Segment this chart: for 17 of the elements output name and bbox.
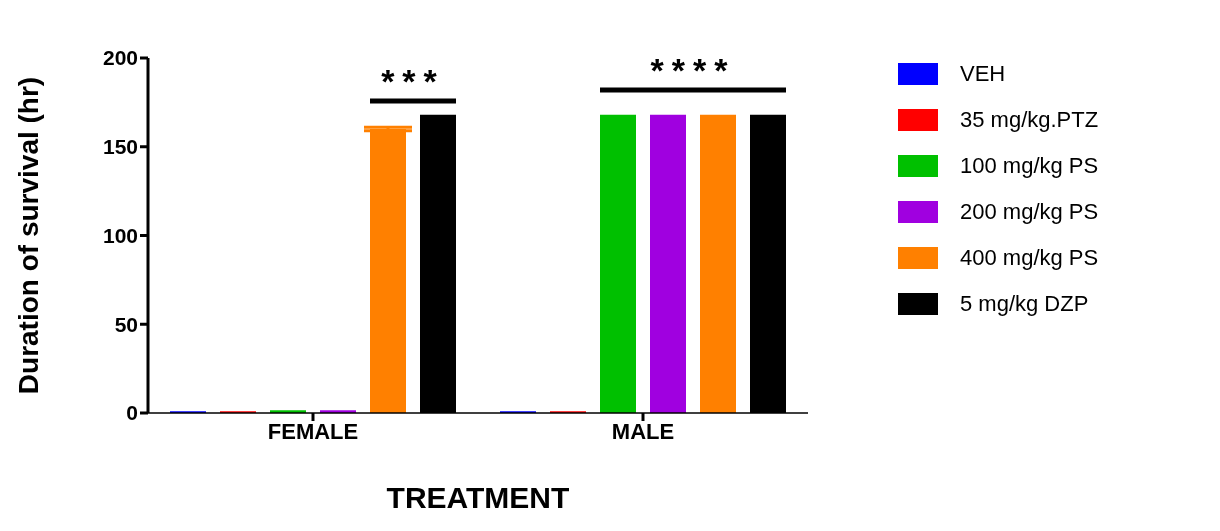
annotation: ***: [381, 62, 445, 100]
x-tick-label: FEMALE: [267, 418, 359, 444]
x-axis-title: TREATMENT: [386, 481, 570, 514]
legend-label: 400 mg/kg PS: [960, 245, 1099, 271]
legend-label: 200 mg/kg PS: [960, 199, 1099, 225]
x-tick-label: MALE: [611, 418, 675, 444]
y-tick-label: 0: [126, 401, 138, 425]
legend-label: 100 mg/kg PS: [960, 153, 1099, 179]
y-tick-label: 150: [102, 135, 138, 159]
y-tick-label: 200: [102, 46, 138, 70]
y-tick-label: 50: [114, 312, 138, 336]
legend-label: 35 mg/kg.PTZ: [960, 107, 1099, 133]
legend-label: VEH: [960, 61, 1006, 87]
y-tick-label: 100: [102, 223, 138, 247]
annotation: ****: [650, 51, 736, 89]
y-axis-title: Duration of survival (hr): [12, 76, 44, 395]
legend-label: 5 mg/kg DZP: [960, 291, 1089, 317]
